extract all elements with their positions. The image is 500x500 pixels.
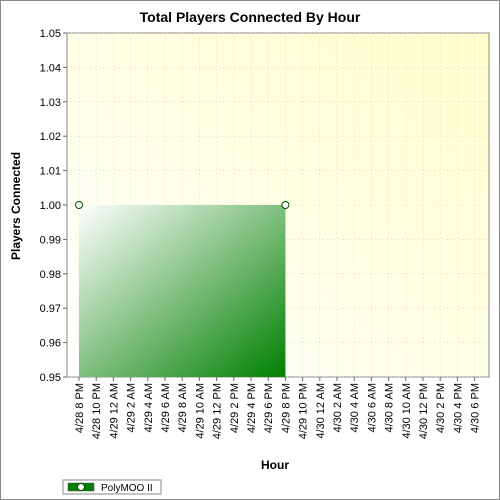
legend: PolyMOO II [62,479,162,495]
x-axis: 4/28 8 PM 4/28 10 PM 4/29 12 AM 4/29 2 AM 4/… [74,377,482,439]
x-tick-label: 4/29 2 PM [229,383,241,433]
x-tick-label: 4/30 12 PM [418,383,430,439]
x-tick-label: 4/29 8 PM [280,383,292,433]
chart-title: Total Players Connected By Hour [140,9,361,25]
x-tick-label: 4/30 8 AM [384,383,396,433]
y-tick-label: 1.04 [40,62,61,74]
x-tick-label: 4/29 6 PM [263,383,275,433]
y-tick-label: 0.95 [40,372,61,384]
data-point-marker [281,201,290,209]
x-tick-label: 4/29 10 PM [298,383,310,439]
x-tick-label: 4/30 6 AM [366,383,378,433]
x-tick-label: 4/28 8 PM [74,383,86,433]
y-tick-label: 1.00 [40,200,61,212]
x-axis-title: Hour [261,458,289,472]
x-tick-label: 4/29 10 AM [194,383,206,439]
x-tick-label: 4/29 12 PM [212,383,224,439]
y-tick-label: 0.97 [40,303,61,315]
x-tick-label: 4/29 6 AM [160,383,172,433]
series-area [75,201,290,377]
y-tick-label: 0.98 [40,269,61,281]
legend-marker [77,483,85,491]
x-tick-label: 4/29 4 PM [246,383,258,433]
series-area-fill [79,205,286,377]
y-tick-label: 1.05 [40,28,61,40]
x-tick-label: 4/30 10 AM [401,383,413,439]
x-tick-label: 4/28 10 PM [91,383,103,439]
y-tick-label: 0.99 [40,234,61,246]
x-tick-label: 4/30 2 PM [435,383,447,433]
data-point-marker [75,201,83,209]
x-tick-label: 4/29 4 AM [143,383,155,433]
x-tick-label: 4/30 6 PM [470,383,482,433]
y-tick-label: 1.01 [40,166,61,178]
y-axis: 0.95 0.96 0.97 0.98 0.99 1.00 1.01 1.02 1.03 1.04… [40,28,67,384]
x-tick-label: 4/29 8 AM [177,383,189,433]
x-tick-label: 4/30 4 AM [349,383,361,433]
y-tick-label: 1.02 [40,131,61,143]
x-tick-label: 4/30 4 PM [452,383,464,433]
x-tick-label: 4/29 12 AM [108,383,120,439]
x-tick-label: 4/30 12 AM [315,383,327,439]
legend-label: PolyMOO II [101,483,153,494]
x-tick-label: 4/30 2 AM [332,383,344,433]
y-axis-title: Players Connected [9,152,23,260]
y-tick-label: 0.96 [40,338,61,350]
x-tick-label: 4/29 2 AM [126,383,138,433]
y-tick-label: 1.03 [40,97,61,109]
